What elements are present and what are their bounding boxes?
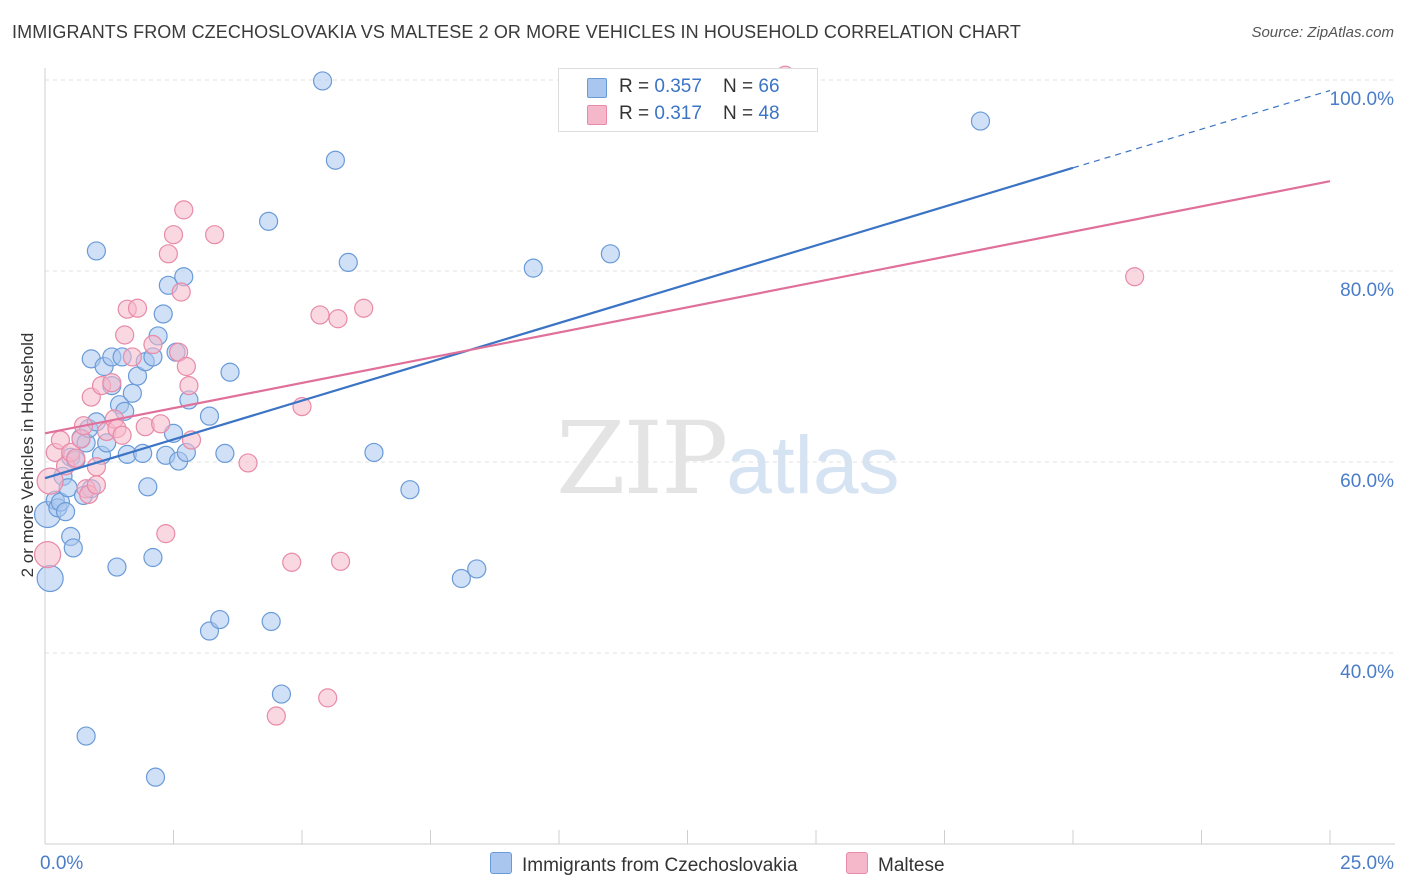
point-maltese xyxy=(176,356,196,377)
point-maltese xyxy=(102,373,122,393)
y-tick-label: 100.0% xyxy=(1330,89,1395,110)
point-czechoslovakia xyxy=(220,362,240,382)
n-value: 66 xyxy=(758,76,780,97)
bottom-legend-label: Maltese xyxy=(878,855,945,876)
bottom-legend-swatch-blue xyxy=(490,852,512,874)
point-czechoslovakia xyxy=(312,71,333,91)
point-czechoslovakia xyxy=(325,150,346,170)
point-maltese xyxy=(171,282,191,302)
point-maltese xyxy=(174,200,194,220)
point-maltese xyxy=(318,688,338,708)
trendline-maltese xyxy=(44,180,1331,435)
point-czechoslovakia xyxy=(451,568,471,589)
point-maltese xyxy=(310,305,330,325)
point-czechoslovakia xyxy=(153,304,173,324)
point-maltese xyxy=(158,244,178,264)
r-value: 0.317 xyxy=(654,103,702,124)
point-czechoslovakia xyxy=(145,767,166,787)
point-czechoslovakia xyxy=(122,383,142,403)
y-tick-label: 40.0% xyxy=(1340,662,1394,683)
point-czechoslovakia xyxy=(215,443,235,464)
point-czechoslovakia xyxy=(400,480,420,500)
point-czechoslovakia xyxy=(364,442,384,463)
point-czechoslovakia xyxy=(970,111,991,131)
point-czechoslovakia xyxy=(138,477,158,497)
x-tick-label: 25.0% xyxy=(1340,853,1394,874)
point-czechoslovakia xyxy=(467,559,487,579)
point-czechoslovakia xyxy=(143,547,163,568)
point-maltese xyxy=(354,298,374,318)
legend-swatch-blue xyxy=(587,78,607,98)
point-czechoslovakia xyxy=(600,244,621,264)
point-maltese xyxy=(143,334,163,355)
watermark-atlas: atlas xyxy=(726,420,900,511)
bottom-legend-swatch-pink xyxy=(846,852,868,874)
correlation-legend: R = 0.357 N = 66 R = 0.317 N = 48 xyxy=(558,68,818,132)
legend-swatch-pink xyxy=(587,105,607,125)
source-label: Source: ZipAtlas.com xyxy=(1251,24,1394,41)
chart-title: IMMIGRANTS FROM CZECHOSLOVAKIA VS MALTES… xyxy=(12,22,1021,42)
watermark-zip: ZIP xyxy=(556,400,728,517)
point-maltese xyxy=(156,524,176,544)
point-maltese xyxy=(66,448,86,468)
point-czechoslovakia xyxy=(55,502,76,522)
point-maltese xyxy=(282,552,302,572)
y-tick-label: 80.0% xyxy=(1340,280,1394,301)
point-czechoslovakia xyxy=(36,564,64,593)
trendline-extension-czechoslovakia xyxy=(1072,89,1331,169)
point-czechoslovakia xyxy=(76,726,96,746)
point-czechoslovakia xyxy=(133,443,153,464)
point-maltese xyxy=(330,551,351,571)
point-maltese xyxy=(127,298,148,318)
point-maltese xyxy=(112,425,132,445)
legend-text: R = 0.357 N = 66 xyxy=(619,76,780,97)
point-maltese xyxy=(33,541,62,569)
point-maltese xyxy=(205,225,225,245)
point-maltese xyxy=(86,475,107,495)
point-czechoslovakia xyxy=(523,258,543,278)
point-maltese xyxy=(179,376,199,396)
r-value: 0.357 xyxy=(654,76,702,97)
point-maltese xyxy=(266,706,286,726)
point-czechoslovakia xyxy=(86,241,107,261)
point-czechoslovakia xyxy=(338,252,358,273)
point-maltese xyxy=(163,225,184,245)
y-tick-label: 60.0% xyxy=(1340,471,1394,492)
point-maltese xyxy=(115,325,135,345)
point-czechoslovakia xyxy=(261,611,281,632)
legend-text: R = 0.317 N = 48 xyxy=(619,103,780,124)
point-maltese xyxy=(1125,267,1145,287)
point-czechoslovakia xyxy=(210,609,230,630)
point-czechoslovakia xyxy=(63,538,83,558)
point-maltese xyxy=(122,347,142,367)
point-czechoslovakia xyxy=(199,406,220,426)
bottom-legend-czechoslovakia: Immigrants from Czechoslovakia xyxy=(490,852,798,876)
point-maltese xyxy=(151,414,171,434)
bottom-legend-label: Immigrants from Czechoslovakia xyxy=(522,855,798,876)
zipatlas-watermark: ZIPatlas xyxy=(556,400,900,517)
point-czechoslovakia xyxy=(271,684,292,704)
x-tick-label: 0.0% xyxy=(40,853,83,874)
point-maltese xyxy=(328,309,348,329)
trendline-czechoslovakia xyxy=(44,166,1074,480)
point-maltese xyxy=(238,453,258,473)
point-czechoslovakia xyxy=(107,557,127,577)
point-czechoslovakia xyxy=(258,211,279,231)
n-value: 48 xyxy=(758,103,780,124)
bottom-legend-maltese: Maltese xyxy=(846,852,945,876)
